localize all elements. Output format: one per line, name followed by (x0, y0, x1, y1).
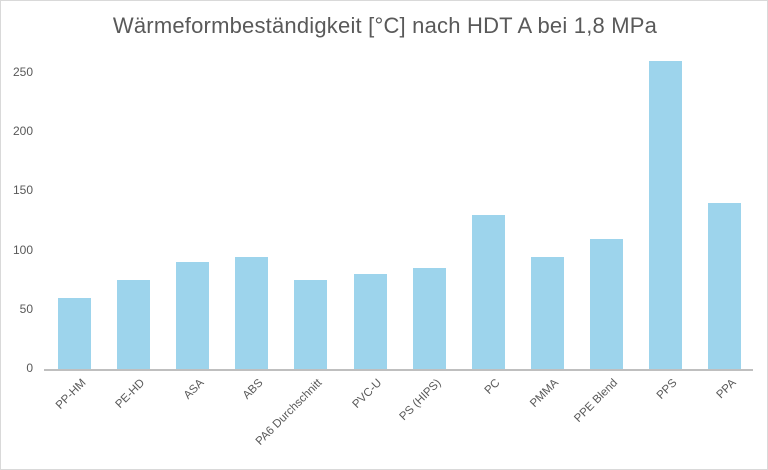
chart-title: Wärmeformbeständigkeit [°C] nach HDT A b… (112, 13, 658, 38)
y-tick-label: 150 (12, 183, 33, 198)
x-tick-label: PA6 Durchschnitt (254, 377, 325, 448)
bar-pp-hm (58, 297, 91, 369)
y-tick-label: 50 (19, 301, 33, 316)
y-tick-label: 250 (12, 65, 33, 79)
y-tick-label: 100 (12, 242, 33, 257)
x-axis-line (44, 369, 753, 371)
y-tick-label: 200 (12, 124, 33, 139)
x-tick-label: PC (482, 377, 503, 397)
bar-ppe-blend (589, 238, 623, 369)
bar-pmma (530, 256, 564, 369)
bar-ps-hips (412, 268, 446, 369)
x-tick-label: PP-HM (53, 377, 89, 412)
bar-ppa (708, 203, 742, 369)
x-tick-label: PPS (654, 377, 680, 402)
bar-pa6-durchschnitt (294, 280, 328, 369)
x-tick-label: PVC-U (349, 377, 384, 411)
bar-pps (649, 61, 682, 369)
x-tick-label: ASA (181, 377, 207, 402)
bar-abs (235, 256, 269, 369)
x-tick-label: PMMA (527, 377, 561, 410)
x-tick-label: PS (HIPS) (397, 377, 444, 423)
bar-asa (176, 262, 210, 369)
bar-pc (471, 215, 505, 369)
x-tick-label: ABS (241, 377, 266, 402)
y-tick-label: 0 (26, 361, 33, 375)
bar-pe-hd (117, 280, 151, 369)
bar-pvc-u (353, 274, 387, 369)
x-tick-label: PPE Blend (572, 377, 621, 425)
x-tick-label: PE-HD (113, 377, 148, 411)
x-tick-label: PPA (714, 377, 739, 402)
